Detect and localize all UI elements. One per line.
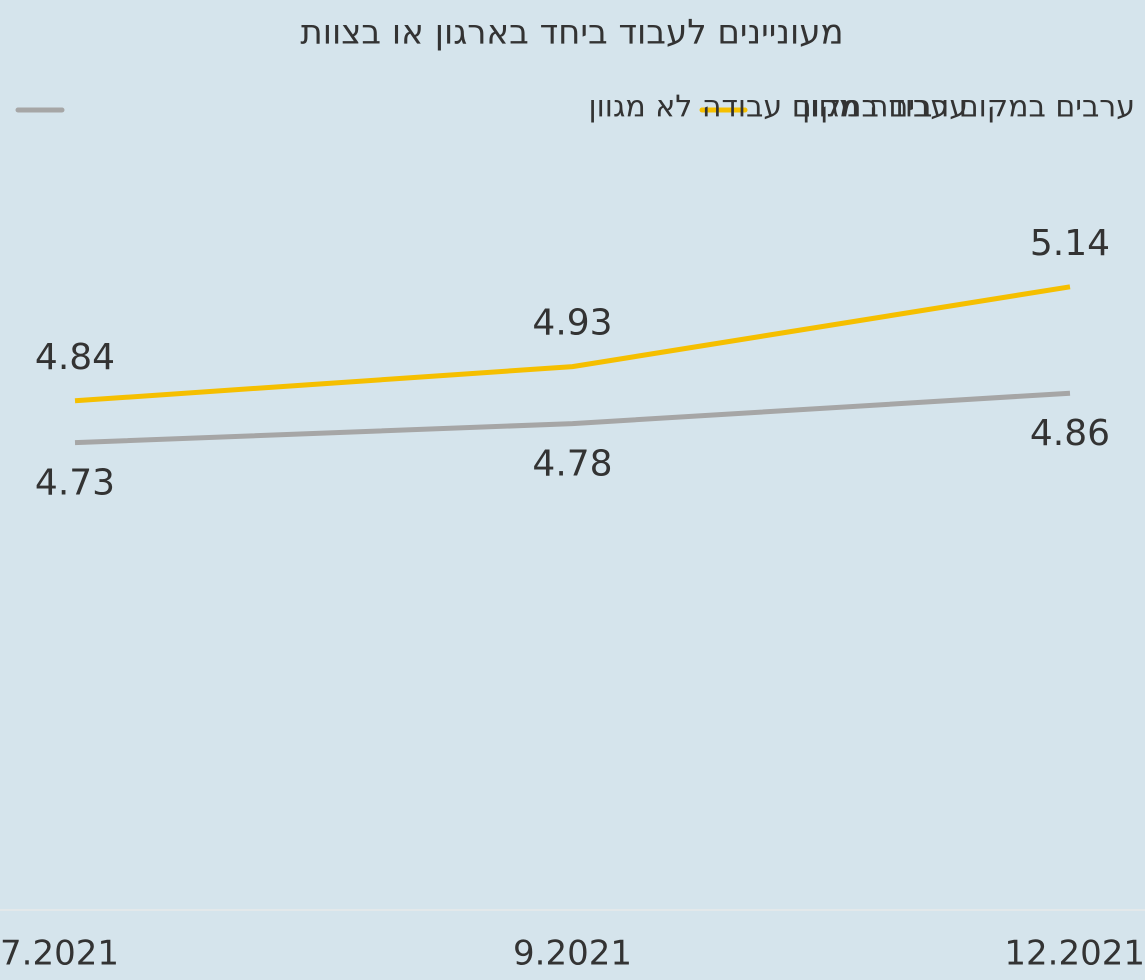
data-label: 4.73 <box>35 463 115 504</box>
chart-title: מעוניינים לעבוד ביחד בארגון או בצוות <box>300 13 843 53</box>
data-label: 4.78 <box>532 444 612 485</box>
legend-label: ערבים במקום עבודה לא מגוון <box>588 90 968 125</box>
x-tick-label: 7.2021 <box>0 934 119 974</box>
data-label: 4.93 <box>532 303 612 344</box>
x-tick-label: 12.2021 <box>1004 934 1145 974</box>
legend-label: ערבים במקום עבודה מגוון <box>802 90 1135 125</box>
x-tick-label: 9.2021 <box>513 934 632 974</box>
series-line <box>74 284 1071 404</box>
series-line <box>74 390 1071 446</box>
data-label: 4.84 <box>35 337 115 378</box>
data-label: 5.14 <box>1030 223 1110 264</box>
data-label: 4.86 <box>1030 413 1110 454</box>
